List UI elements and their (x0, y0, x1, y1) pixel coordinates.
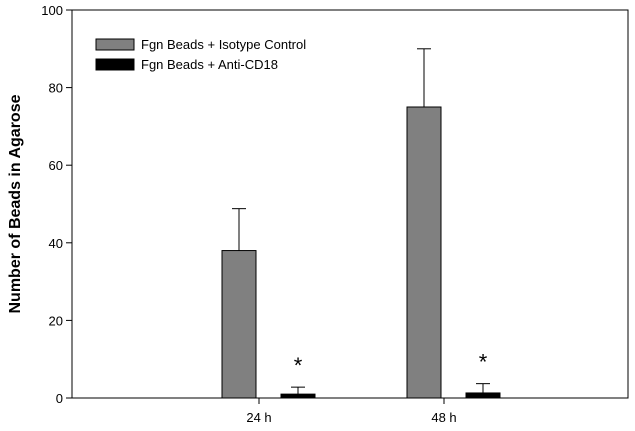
legend-swatch (95, 38, 135, 51)
y-tick-label: 20 (49, 313, 63, 328)
error-bars (232, 48, 490, 395)
significance-star: * (294, 353, 303, 378)
bar (221, 250, 257, 399)
y-tick-label: 40 (49, 236, 63, 251)
bar (465, 392, 501, 399)
y-axis-label: Number of Beads in Agarose (7, 94, 24, 313)
bars (221, 106, 501, 399)
y-axis: 0 20 40 60 80 100 (41, 3, 72, 406)
legend-swatch (95, 58, 135, 71)
y-tick-label: 0 (56, 391, 63, 406)
y-tick-label: 100 (41, 3, 63, 18)
y-tick-label: 80 (49, 81, 63, 96)
significance-star: * (479, 350, 488, 375)
x-tick-label: 48 h (431, 410, 456, 425)
y-tick-label: 60 (49, 158, 63, 173)
x-tick-label: 24 h (246, 410, 271, 425)
bar (406, 106, 442, 399)
bar (280, 393, 316, 399)
legend-label: Fgn Beads + Isotype Control (141, 37, 306, 52)
significance-annotations: * * (294, 350, 488, 378)
plot-frame (71, 9, 629, 399)
plot-border (71, 9, 629, 399)
legend-label: Fgn Beads + Anti-CD18 (141, 57, 278, 72)
x-axis: 24 h 48 h (246, 398, 457, 425)
legend: Fgn Beads + Isotype Control Fgn Beads + A… (95, 37, 306, 72)
